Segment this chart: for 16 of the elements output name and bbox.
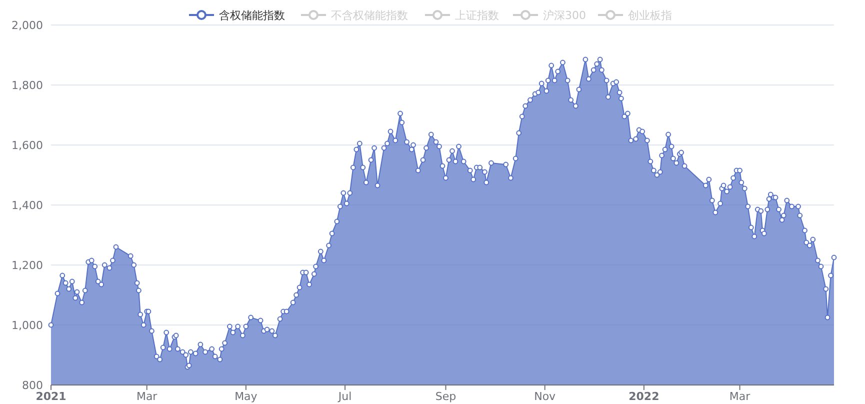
y-tick-label: 800 bbox=[22, 379, 43, 392]
y-tick-label: 2,000 bbox=[12, 19, 43, 32]
legend-label: 含权储能指数 bbox=[219, 9, 285, 22]
y-tick-label: 1,600 bbox=[12, 139, 43, 152]
y-tick-label: 1,000 bbox=[12, 319, 43, 332]
x-tick-label: Mar bbox=[729, 390, 751, 403]
x-tick-label: Sep bbox=[435, 390, 456, 403]
x-tick-label: 2022 bbox=[628, 390, 660, 403]
y-tick-label: 1,200 bbox=[12, 259, 43, 272]
x-tick-label: Nov bbox=[534, 390, 556, 403]
y-tick-label: 1,400 bbox=[12, 199, 43, 212]
x-tick-label: 2021 bbox=[36, 390, 66, 403]
x-tick-label: Mar bbox=[136, 390, 158, 403]
x-tick-label: May bbox=[234, 390, 258, 403]
y-tick-label: 1,800 bbox=[12, 79, 43, 92]
x-tick-label: Jul bbox=[337, 390, 352, 403]
